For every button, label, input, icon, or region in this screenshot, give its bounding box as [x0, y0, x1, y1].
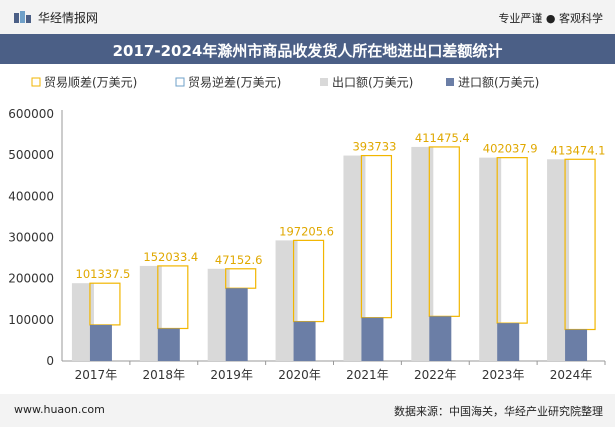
top-bar: 华经情报网 专业严谨 ● 客观科学 [0, 0, 615, 34]
surplus-bar [157, 265, 189, 330]
export-bar [275, 240, 298, 361]
import-bar [361, 317, 384, 361]
legend-swatch [320, 78, 328, 86]
data-label: 393733 [352, 140, 396, 154]
footer-website[interactable]: www.huaon.com [14, 403, 105, 416]
data-label: 197205.6 [279, 224, 334, 238]
legend-swatch [175, 77, 185, 87]
surplus-bar [360, 154, 393, 319]
legend-label: 进口额(万美元) [458, 76, 539, 90]
chart-svg: 贸易顺差(万美元) 贸易逆差(万美元) 出口额(万美元) 进口额(万美元) 0 10000… [8, 75, 606, 382]
data-label: 152033.4 [143, 250, 198, 264]
x-tick-label: 2020年 [278, 368, 321, 382]
export-bar [139, 265, 162, 361]
surplus-bar [292, 239, 325, 323]
surplus-bar [89, 282, 121, 326]
import-bar [89, 324, 112, 361]
legend-label: 贸易逆差(万美元) [188, 75, 281, 90]
y-tick-label: 300000 [8, 231, 54, 245]
export-bar [343, 155, 366, 361]
y-tick-label: 0 [46, 354, 54, 368]
data-label: 402037.9 [483, 142, 538, 156]
export-bar [547, 159, 570, 361]
surplus-bar [564, 158, 596, 331]
import-bar [157, 328, 180, 361]
surplus-bar [496, 157, 528, 324]
title-bar: 2017-2024年滁州市商品收发货人所在地进出口差额统计 [0, 34, 615, 64]
y-tick-label: 600000 [8, 107, 54, 121]
legend-label: 贸易顺差(万美元) [44, 76, 137, 90]
x-tick-label: 2017年 [75, 368, 118, 382]
x-tick-label: 2024年 [550, 368, 593, 382]
x-tick-label: 2022年 [414, 368, 457, 382]
y-tick-label: 500000 [8, 148, 54, 162]
import-bar [429, 316, 452, 361]
data-label: 47152.6 [215, 253, 263, 267]
data-label: 413474.1 [551, 143, 606, 157]
logo-text: 华经情报网 [38, 11, 99, 25]
import-bar [565, 329, 588, 361]
legend-swatch [446, 78, 454, 86]
legend-label: 出口额(万美元) [332, 76, 413, 90]
import-bar [293, 321, 316, 361]
y-tick-label: 200000 [8, 272, 54, 286]
logo-icon [14, 10, 31, 23]
footer-source: 数据来源：中国海关，华经产业研究院整理 [394, 405, 603, 418]
x-tick-label: 2018年 [143, 368, 186, 382]
export-bar [479, 157, 502, 361]
surplus-bar [225, 268, 257, 289]
import-bar [225, 288, 248, 361]
footer: www.huaon.com 数据来源：中国海关，华经产业研究院整理 [0, 394, 615, 427]
export-bar [207, 268, 230, 361]
y-tick-label: 100000 [8, 313, 54, 327]
surplus-bar [428, 146, 460, 317]
logo: 华经情报网 [14, 9, 98, 26]
chart-area: 贸易顺差(万美元) 贸易逆差(万美元) 出口额(万美元) 进口额(万美元) 0 10000… [0, 64, 615, 394]
data-label: 101337.5 [76, 267, 131, 281]
x-tick-label: 2019年 [210, 368, 253, 382]
export-bar [71, 283, 94, 361]
data-label: 411475.4 [415, 131, 470, 145]
export-bar [411, 146, 434, 361]
x-tick-label: 2023年 [482, 368, 525, 382]
x-tick-label: 2021年 [346, 368, 389, 382]
legend-swatch [31, 77, 41, 87]
import-bar [497, 323, 520, 361]
y-tick-label: 400000 [8, 189, 54, 203]
chart-title: 2017-2024年滁州市商品收发货人所在地进出口差额统计 [112, 42, 503, 60]
tagline: 专业严谨 ● 客观科学 [498, 12, 603, 25]
